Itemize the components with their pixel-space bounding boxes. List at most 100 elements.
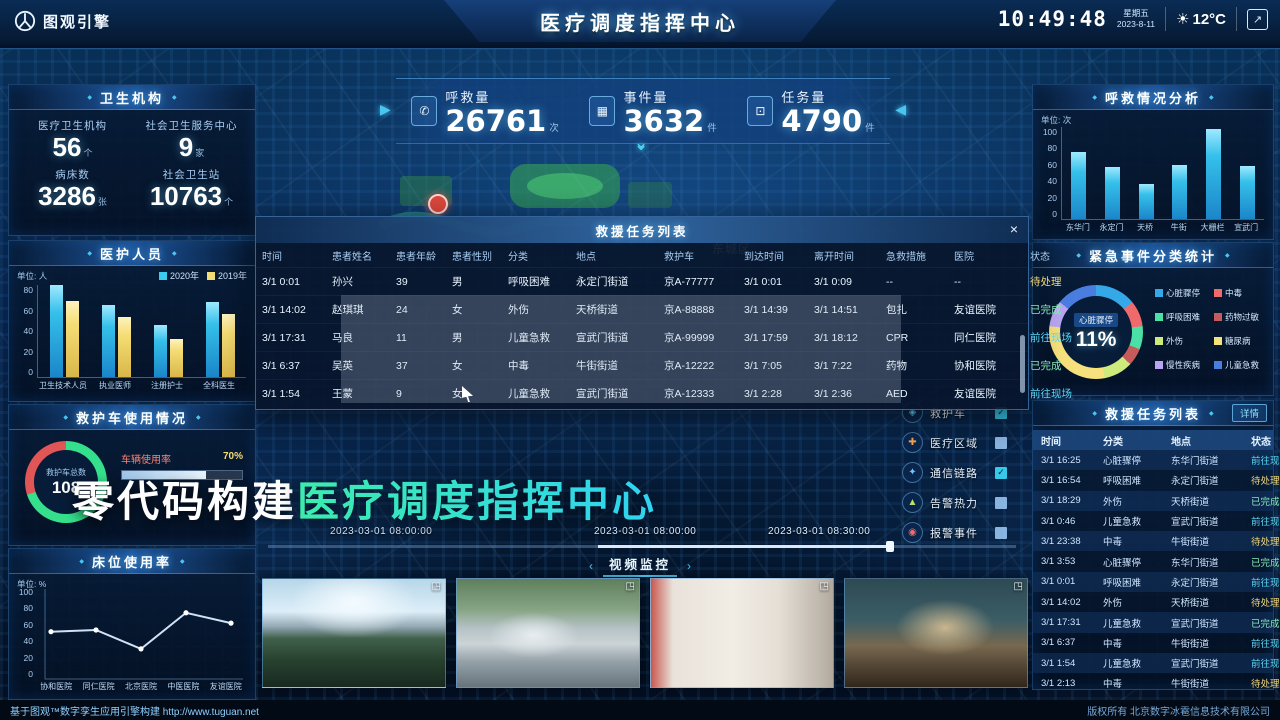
expand-icon[interactable]: ◳ <box>625 581 635 592</box>
layer-label: 救护车 <box>930 407 966 420</box>
table-row[interactable]: 3/1 17:31 马良 11 男 儿童急救 宣武门街道 京A-99999 3/1 17:59… <box>256 323 1072 351</box>
table-row[interactable]: 3/1 23:38 中毒 牛街街道 待处理 <box>1033 531 1280 552</box>
expand-icon[interactable]: ◳ <box>819 581 829 592</box>
clipboard-icon: ⊡ <box>747 96 774 126</box>
table-row[interactable]: 3/1 16:25 心脏骤停 东华门街道 前往现场 <box>1033 450 1280 471</box>
legend-item: 呼吸困难 <box>1155 311 1208 323</box>
video-section-title: ‹ 视频监控 › <box>0 554 1280 577</box>
usage-value: 70% <box>222 451 243 462</box>
cell: 儿童急救 <box>1103 517 1142 529</box>
y-tick: 40 <box>1047 176 1057 187</box>
layer-checkbox[interactable] <box>995 436 1007 449</box>
table-row[interactable]: 3/1 2:13 中毒 牛街街道 待处理 <box>1033 673 1280 693</box>
table-row[interactable]: 3/1 1:54 王蒙 9 女 儿童急救 宣武门街道 京A-12333 3/1 2:28 3/1… <box>256 379 1072 407</box>
alert-heat-icon: ▲ <box>902 492 923 513</box>
expand-icon[interactable]: ◳ <box>1013 581 1023 592</box>
table-row[interactable]: 3/1 14:02 赵琪琪 24 女 外伤 天桥街道 京A-88888 3/1 14:39 3/… <box>256 295 1062 323</box>
column-header: 患者性别 <box>452 251 492 263</box>
x-label: 协和医院 <box>40 682 73 691</box>
date: 2023-8-11 <box>1116 19 1156 29</box>
marquee-caption: 零代码构建医疗调度指挥中心 <box>72 468 657 529</box>
cell: 前往现场 <box>1251 638 1280 650</box>
table-row[interactable]: 3/1 1:54 儿童急救 宣武门街道 前往现场 <box>1033 652 1280 674</box>
cell: 永定门街道 <box>1171 577 1219 589</box>
table-row[interactable]: 3/1 3:53 心脏骤停 东华门街道 已完成 <box>1033 551 1280 571</box>
layer-toggle-报警事件[interactable]: ◉ 报警事件 <box>902 520 1007 545</box>
panel-title: 救护车使用情况 <box>75 410 188 426</box>
detail-button[interactable]: 详情 <box>1231 404 1267 422</box>
legend-label: 呼吸困难 <box>1166 312 1201 322</box>
timeline-progress <box>598 545 888 548</box>
video-camera-4[interactable]: ◳ <box>844 578 1028 688</box>
bar-group <box>1205 128 1221 219</box>
panel-emergency-stats: ◆ 紧急事件分类统计 ◆ 心脏骤停 11% 心脏骤停 中毒 呼吸困难 药物过敏 外伤 糖尿… <box>1032 242 1274 396</box>
page-title: 医疗调度指挥中心 <box>540 12 740 35</box>
layer-checkbox[interactable]: ✓ <box>995 466 1007 479</box>
mouse-cursor <box>462 386 473 402</box>
diamond-icon: ◆ <box>196 414 201 421</box>
table-row[interactable]: 3/1 0:01 孙兴 39 男 呼吸困难 永定门街道 京A-77777 3/1 0:01 3/… <box>256 267 1062 295</box>
video-camera-2[interactable]: ◳ <box>456 578 640 688</box>
legend-item: 药物过敏 <box>1214 311 1267 323</box>
cell: 宣武门街道 <box>576 388 629 400</box>
table-row[interactable]: 3/1 6:37 吴英 37 女 中毒 牛街街道 京A-12222 3/1 7:05 3/1 7… <box>256 351 1062 379</box>
cell: 友谊医院 <box>954 388 996 400</box>
x-label: 北京医院 <box>124 682 157 691</box>
column-header: 患者姓名 <box>332 251 372 263</box>
hospital-map-marker[interactable] <box>428 194 448 214</box>
cell: 3/1 0:46 <box>1041 515 1076 527</box>
table-row[interactable]: 3/1 6:37 中毒 牛街街道 前往现场 <box>1033 633 1280 653</box>
cell: 京A-77777 <box>664 276 715 288</box>
legend-swatch <box>1214 313 1222 321</box>
layer-checkbox[interactable] <box>995 496 1007 509</box>
call-bar-chart <box>1061 127 1264 220</box>
layer-toggle-通信链路[interactable]: ✦ 通信链路 ✓ <box>902 460 1007 485</box>
layer-toggle-告警热力[interactable]: ▲ 告警热力 <box>902 490 1007 515</box>
kpi-value: 26761 <box>445 104 547 138</box>
table-row[interactable]: 3/1 0:46 儿童急救 宣武门街道 前往现场 <box>1033 511 1280 531</box>
cell: 天桥街道 <box>1171 598 1210 610</box>
table-row[interactable]: 3/1 16:54 呼吸困难 永定门街道 待处理 <box>1033 470 1280 490</box>
expand-icon[interactable]: ◳ <box>431 581 441 592</box>
table-row[interactable]: 3/1 18:29 外伤 天桥街道 已完成 <box>1033 490 1280 511</box>
layer-checkbox[interactable] <box>995 526 1007 539</box>
cell: 3/1 18:12 <box>814 331 858 344</box>
video-camera-1[interactable]: ◳ <box>262 578 446 688</box>
emergency-donut-chart: 心脏骤停 11% <box>1049 285 1143 379</box>
cell: 前往现场 <box>1251 577 1280 589</box>
cell: 牛街街道 <box>1171 679 1210 691</box>
table-row[interactable]: 3/1 14:02 外伤 天桥街道 待处理 <box>1033 592 1280 612</box>
cell: 京A-12222 <box>664 360 715 372</box>
cell: 已完成 <box>1251 618 1280 630</box>
staff-bar-chart <box>37 285 246 378</box>
timeline-track[interactable] <box>268 541 1016 552</box>
cell: 赵琪琪 <box>332 304 364 316</box>
cell: 3/1 17:59 <box>744 331 788 344</box>
timeline-handle[interactable] <box>886 541 894 552</box>
kpi-valrow: 4790 件 <box>781 107 874 136</box>
table-row[interactable]: 3/1 17:31 儿童急救 宣武门街道 已完成 <box>1033 612 1280 633</box>
unit-label: 单位: 次 <box>1041 115 1072 125</box>
cell: 宣武门街道 <box>576 332 629 344</box>
expand-chevron-icon[interactable]: ⌄ ⌄ <box>634 133 649 154</box>
modal-scrollbar[interactable] <box>1020 335 1025 393</box>
legend-swatch <box>158 271 167 280</box>
cell: AED <box>886 387 908 400</box>
share-button[interactable]: ↗ <box>1247 8 1268 30</box>
y-tick: 20 <box>1047 192 1057 203</box>
cell: 女 <box>452 388 463 400</box>
column-header: 分类 <box>1103 436 1123 448</box>
bar-group <box>205 302 235 377</box>
cell: 已完成 <box>1030 360 1062 372</box>
layer-toggle-医疗区域[interactable]: ✚ 医疗区域 <box>902 430 1007 455</box>
y-tick: 60 <box>1047 159 1057 170</box>
table-row[interactable]: 3/1 0:01 呼吸困难 永定门街道 前往现场 <box>1033 571 1280 593</box>
y-tick: 80 <box>1047 143 1057 154</box>
close-icon[interactable]: × <box>1009 221 1018 237</box>
bar-group <box>1104 167 1120 219</box>
cell: 3/1 2:36 <box>814 387 852 400</box>
video-camera-3[interactable]: ◳ <box>650 578 834 688</box>
kpi-calls: ✆ 呼救量 26761 次 <box>411 87 559 138</box>
cell: 中毒 <box>1103 537 1123 549</box>
